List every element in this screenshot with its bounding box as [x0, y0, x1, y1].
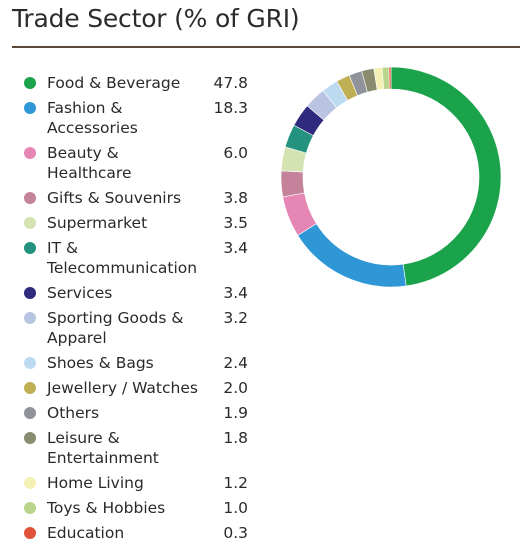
donut-slice — [297, 223, 407, 288]
legend-swatch — [24, 102, 36, 114]
donut-slice — [388, 66, 392, 90]
title-divider — [12, 46, 520, 48]
legend-label: Education — [47, 524, 125, 542]
legend-value: 6.0 — [223, 144, 248, 162]
legend-swatch — [24, 242, 36, 254]
legend-swatch — [24, 192, 36, 204]
legend-swatch — [24, 312, 36, 324]
legend-swatch — [24, 287, 36, 299]
legend-label: Beauty & Healthcare — [47, 144, 132, 182]
legend-value: 2.0 — [223, 379, 248, 397]
legend-label: Sporting Goods & Apparel — [47, 309, 184, 347]
legend-value: 3.8 — [223, 189, 248, 207]
legend-label: IT & Telecommunication — [47, 239, 198, 277]
donut-slice — [390, 66, 502, 287]
legend-value: 3.2 — [223, 309, 248, 327]
legend-item: Home Living 1.2 — [24, 473, 248, 493]
legend-item: Fashion & Accessories 18.3 — [24, 98, 248, 138]
chart-title: Trade Sector (% of GRI) — [12, 4, 300, 33]
legend-item: Education 0.3 — [24, 523, 248, 543]
legend-value: 3.5 — [223, 214, 248, 232]
legend-label: Food & Beverage — [47, 74, 181, 92]
legend-label: Home Living — [47, 474, 144, 492]
legend-item: Shoes & Bags 2.4 — [24, 353, 248, 373]
legend-swatch — [24, 147, 36, 159]
legend-label: Others — [47, 404, 100, 422]
legend-item: Gifts & Souvenirs 3.8 — [24, 188, 248, 208]
legend-value: 47.8 — [213, 74, 248, 92]
legend-swatch — [24, 77, 36, 89]
legend-item: Food & Beverage 47.8 — [24, 73, 248, 93]
legend-swatch — [24, 357, 36, 369]
legend-item: Beauty & Healthcare 6.0 — [24, 143, 248, 183]
legend-swatch — [24, 407, 36, 419]
legend-value: 1.8 — [223, 429, 248, 447]
legend-value: 1.0 — [223, 499, 248, 517]
legend-item: Leisure & Entertainment 1.8 — [24, 428, 248, 468]
legend-value: 1.9 — [223, 404, 248, 422]
legend-item: Services 3.4 — [24, 283, 248, 303]
legend-label: Services — [47, 284, 113, 302]
legend-value: 0.3 — [223, 524, 248, 542]
legend-label: Jewellery / Watches — [47, 379, 198, 397]
legend-value: 3.4 — [223, 284, 248, 302]
legend-item: IT & Telecommunication 3.4 — [24, 238, 248, 278]
legend-label: Toys & Hobbies — [47, 499, 166, 517]
legend-label: Leisure & Entertainment — [47, 429, 159, 467]
legend-swatch — [24, 382, 36, 394]
legend-label: Fashion & Accessories — [47, 99, 138, 137]
chart-legend: Food & Beverage 47.8 Fashion & Accessories… — [24, 73, 248, 548]
donut-slice — [280, 170, 305, 198]
legend-item: Sporting Goods & Apparel 3.2 — [24, 308, 248, 348]
legend-item: Others 1.9 — [24, 403, 248, 423]
legend-swatch — [24, 432, 36, 444]
legend-item: Toys & Hobbies 1.0 — [24, 498, 248, 518]
legend-value: 1.2 — [223, 474, 248, 492]
legend-label: Shoes & Bags — [47, 354, 154, 372]
legend-label: Gifts & Souvenirs — [47, 189, 182, 207]
legend-swatch — [24, 217, 36, 229]
legend-item: Jewellery / Watches 2.0 — [24, 378, 248, 398]
legend-value: 3.4 — [223, 239, 248, 257]
legend-value: 2.4 — [223, 354, 248, 372]
legend-value: 18.3 — [213, 99, 248, 117]
legend-swatch — [24, 477, 36, 489]
legend-label: Supermarket — [47, 214, 148, 232]
legend-swatch — [24, 502, 36, 514]
legend-swatch — [24, 527, 36, 539]
legend-item: Supermarket 3.5 — [24, 213, 248, 233]
